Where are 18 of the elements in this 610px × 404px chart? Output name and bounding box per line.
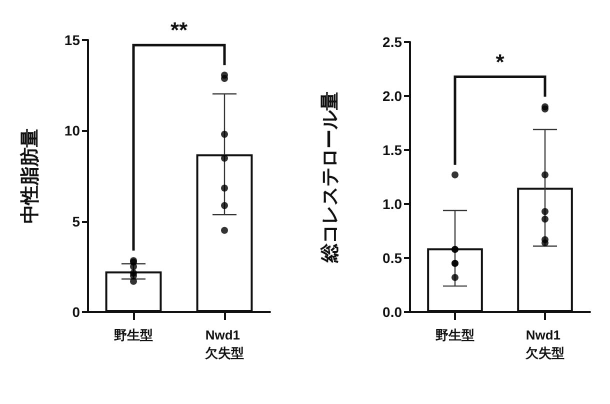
- y-axis-title: 中性脂肪量: [19, 128, 41, 224]
- y-tick-label: 1.0: [382, 196, 402, 212]
- y-tick-label: 1.5: [382, 142, 402, 158]
- annotation: **: [170, 18, 188, 43]
- y-tick-label: 2.0: [382, 88, 402, 104]
- annotation: *: [496, 49, 505, 74]
- y-tick-label: 15: [64, 32, 80, 48]
- x-tick-label: 野生型: [114, 328, 153, 342]
- y-tick-label: 0.0: [382, 304, 402, 320]
- x-tick-label: 野生型: [436, 328, 474, 342]
- y-tick-label: 5: [72, 213, 80, 230]
- y-tick-label: 10: [64, 122, 80, 139]
- x-tick-label: Nwd1 欠失型: [524, 328, 564, 360]
- y-tick-label: 0: [72, 304, 80, 320]
- y-axis-title: 総コレステロール量: [320, 92, 341, 264]
- y-tick-label: 0.5: [382, 250, 402, 266]
- y-tick-label: 2.5: [382, 34, 402, 50]
- x-tick-label: Nwd1 欠失型: [204, 328, 244, 360]
